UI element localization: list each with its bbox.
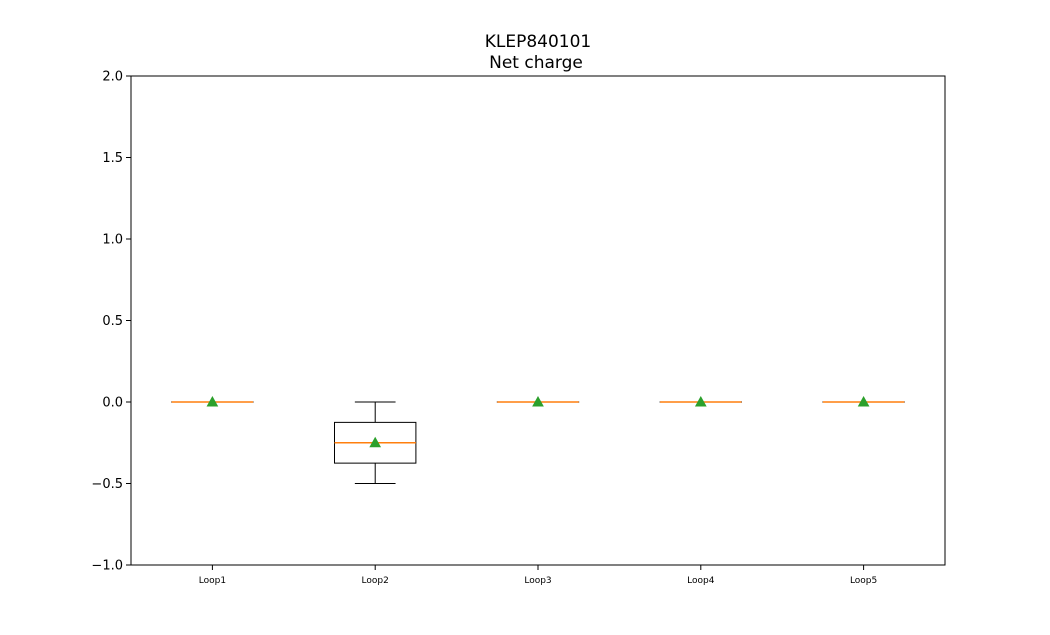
box-loop4 xyxy=(659,395,742,407)
y-tick-label: −0.5 xyxy=(91,477,123,492)
plot-area-frame xyxy=(130,75,946,566)
chart-title-line-2: Net charge xyxy=(489,53,583,73)
mean-marker xyxy=(369,436,382,448)
y-tick-label: −1.0 xyxy=(91,559,123,574)
y-tick-label: 0.0 xyxy=(102,396,123,411)
y-tick-label: 0.5 xyxy=(102,314,123,329)
y-tick-label: 1.0 xyxy=(102,233,123,248)
box-loop2 xyxy=(334,401,417,484)
box-loop1 xyxy=(171,395,254,407)
x-tick-label: Loop5 xyxy=(850,576,877,586)
y-tick-label: 2.0 xyxy=(102,70,123,85)
mean-marker xyxy=(857,395,870,407)
x-tick-label: Loop2 xyxy=(362,576,389,586)
mean-marker xyxy=(532,395,544,407)
y-axis: −1.0 −0.5 0.0 0.5 1.0 1.5 2.0 xyxy=(91,70,131,574)
box-loop3 xyxy=(496,395,580,407)
mean-marker xyxy=(694,395,707,407)
chart-title: KLEP840101 Net charge xyxy=(485,32,592,73)
x-axis: Loop1 Loop2 Loop3 Loop4 Loop5 xyxy=(199,565,877,586)
chart-title-line-1: KLEP840101 xyxy=(485,32,592,52)
box-loop5 xyxy=(822,395,905,407)
box-series xyxy=(171,395,905,484)
x-tick-label: Loop3 xyxy=(524,576,551,586)
x-tick-label: Loop1 xyxy=(199,576,226,586)
y-tick-label: 1.5 xyxy=(102,151,123,166)
x-tick-label: Loop4 xyxy=(687,576,715,586)
mean-marker xyxy=(206,395,219,407)
